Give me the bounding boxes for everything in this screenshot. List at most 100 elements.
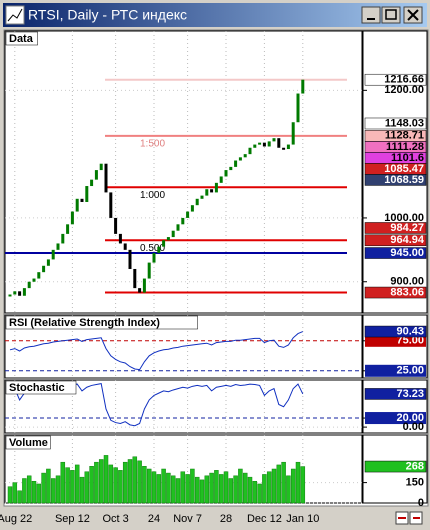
volume-bar bbox=[185, 474, 190, 504]
y-tick-label: 75.00 bbox=[396, 335, 424, 347]
volume-bar bbox=[89, 466, 94, 504]
axis-marker-label: 1111.28 bbox=[386, 141, 424, 153]
volume-bar bbox=[180, 471, 186, 504]
candle bbox=[85, 186, 89, 202]
volume-bar bbox=[74, 464, 80, 504]
candle bbox=[286, 144, 290, 150]
panel-title-box bbox=[5, 315, 198, 330]
axis-label-box bbox=[365, 364, 426, 377]
volume-bar bbox=[238, 468, 243, 504]
candle bbox=[171, 230, 175, 238]
candle bbox=[200, 195, 204, 199]
candle bbox=[210, 189, 214, 193]
volume-bar bbox=[31, 480, 37, 504]
volume-bar bbox=[295, 461, 301, 504]
x-tick-label: Sep 12 bbox=[55, 513, 90, 525]
axis-marker bbox=[364, 325, 427, 338]
volume-bar bbox=[218, 474, 224, 504]
candle bbox=[162, 240, 166, 247]
window-title: RTSI, Daily - РТС индекс bbox=[28, 7, 187, 23]
candle bbox=[296, 93, 300, 123]
x-tick-label: Dec 12 bbox=[247, 513, 282, 525]
axis-marker-label: 268 bbox=[406, 460, 424, 472]
volume-bar bbox=[166, 472, 171, 504]
candle bbox=[262, 142, 266, 147]
candle bbox=[152, 253, 156, 263]
candle bbox=[22, 288, 26, 296]
x-tick-label: Oct 3 bbox=[102, 513, 128, 525]
axis-marker-label: 73.23 bbox=[396, 388, 424, 400]
axis-marker-label: 984.27 bbox=[390, 222, 424, 234]
volume-bar bbox=[199, 479, 205, 504]
volume-bar bbox=[65, 467, 70, 504]
candle bbox=[214, 182, 218, 193]
candle bbox=[128, 249, 132, 269]
volume-bar bbox=[17, 490, 22, 504]
x-tick-label: Jan 10 bbox=[286, 513, 319, 525]
panel-title: Volume bbox=[9, 437, 48, 449]
candle bbox=[243, 154, 247, 158]
volume-bar bbox=[276, 464, 282, 504]
volume-bar bbox=[175, 478, 181, 504]
y-tick-label: 150 bbox=[406, 477, 424, 489]
volume-bar bbox=[108, 464, 114, 504]
candle bbox=[301, 79, 305, 94]
axis-marker bbox=[364, 460, 427, 473]
volume-bar bbox=[146, 468, 152, 504]
candle bbox=[147, 262, 151, 279]
window-buttons bbox=[361, 6, 423, 24]
axis-label-box bbox=[365, 412, 426, 425]
volume-bar bbox=[46, 468, 51, 504]
candle bbox=[142, 278, 146, 293]
y-tick-label: 900.00 bbox=[390, 276, 424, 288]
candle bbox=[272, 138, 276, 142]
volume-bar bbox=[271, 468, 277, 504]
x-axis-bar bbox=[4, 508, 428, 527]
volume-bar bbox=[286, 475, 291, 504]
candle bbox=[238, 157, 242, 161]
y-tick-label: 1000.00 bbox=[384, 212, 424, 224]
axis-marker-label: 1216.66 bbox=[384, 74, 424, 86]
minimize-button[interactable] bbox=[361, 6, 381, 24]
panel-title-box bbox=[5, 435, 51, 450]
candle bbox=[75, 198, 79, 212]
volume-bar bbox=[151, 471, 157, 504]
candle bbox=[118, 233, 122, 244]
candle bbox=[66, 224, 70, 234]
panel-title-box bbox=[5, 31, 38, 46]
maximize-glyph bbox=[385, 9, 397, 20]
volume-bar bbox=[252, 480, 258, 504]
candle bbox=[123, 243, 127, 250]
level-label: 0.500 bbox=[140, 243, 165, 254]
candle bbox=[32, 278, 36, 282]
close-glyph bbox=[407, 9, 419, 21]
candle bbox=[234, 160, 238, 167]
axis-marker bbox=[364, 73, 427, 86]
axis-marker bbox=[364, 247, 427, 259]
panel-title: Data bbox=[9, 33, 34, 45]
candle bbox=[94, 170, 98, 180]
candle bbox=[253, 144, 257, 148]
volume-bar bbox=[84, 471, 90, 504]
axis-marker bbox=[364, 234, 427, 247]
volume-bar bbox=[60, 461, 66, 504]
volume-bar bbox=[266, 471, 272, 504]
candle bbox=[133, 268, 137, 289]
candle bbox=[18, 291, 22, 296]
indicator-line bbox=[9, 331, 303, 371]
volume-bar bbox=[103, 455, 109, 504]
candle bbox=[224, 170, 228, 177]
candle bbox=[109, 192, 113, 218]
volume-bar bbox=[118, 470, 123, 504]
panel-frame bbox=[4, 30, 363, 314]
volume-bar bbox=[26, 475, 32, 504]
volume-bar bbox=[281, 461, 286, 504]
volume-bar bbox=[7, 486, 13, 504]
volume-bar bbox=[79, 476, 85, 504]
axis-marker-label: 945.00 bbox=[390, 247, 424, 259]
volume-bar bbox=[55, 475, 61, 504]
volume-bar bbox=[300, 466, 306, 504]
volume-bar bbox=[262, 474, 267, 504]
axis-marker-label: 90.43 bbox=[396, 325, 424, 337]
volume-bar bbox=[190, 468, 195, 504]
